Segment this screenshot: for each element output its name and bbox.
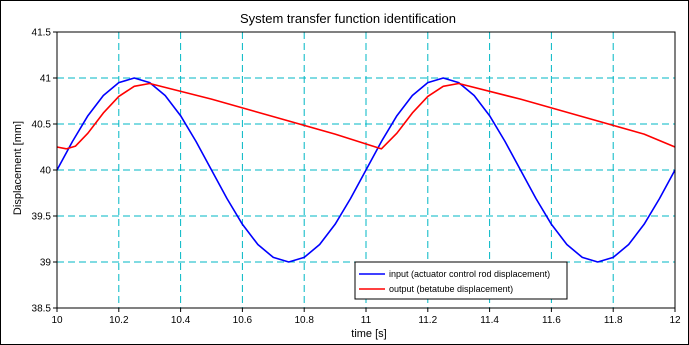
x-axis-label: time [s] — [351, 328, 386, 340]
y-tick-label: 40 — [40, 166, 52, 177]
legend: input (actuator control rod displacement… — [354, 261, 568, 300]
series-line-output — [56, 82, 676, 150]
x-tick-label: 10.8 — [294, 315, 314, 326]
chart-title: System transfer function identification — [240, 11, 456, 26]
x-tick-label: 11 — [361, 315, 372, 326]
x-tick-label: 10.2 — [109, 315, 129, 326]
y-tick-label: 38.5 — [32, 304, 52, 315]
y-tick-label: 39 — [40, 258, 52, 269]
y-tick-label: 41 — [40, 74, 52, 85]
y-axis-label: Displacement [mm] — [12, 121, 24, 215]
legend-box — [354, 261, 568, 300]
x-tick-label: 11.6 — [542, 315, 561, 326]
y-tick-label: 41.5 — [32, 28, 52, 39]
x-tick-label: 12 — [669, 315, 681, 326]
x-tick-label: 10 — [51, 315, 63, 326]
series-line-input — [56, 77, 676, 263]
x-tick-label: 11.4 — [480, 315, 499, 326]
x-tick-label: 11.8 — [604, 315, 623, 326]
legend-label-input: input (actuator control rod displacement… — [389, 269, 550, 279]
x-tick-label: 11.2 — [418, 315, 437, 326]
x-tick-label: 10.4 — [171, 315, 191, 326]
y-tick-label: 39.5 — [32, 212, 52, 223]
legend-label-output: output (betatube displacement) — [389, 284, 513, 294]
x-tick-label: 10.6 — [233, 315, 253, 326]
y-tick-label: 40.5 — [32, 120, 52, 131]
